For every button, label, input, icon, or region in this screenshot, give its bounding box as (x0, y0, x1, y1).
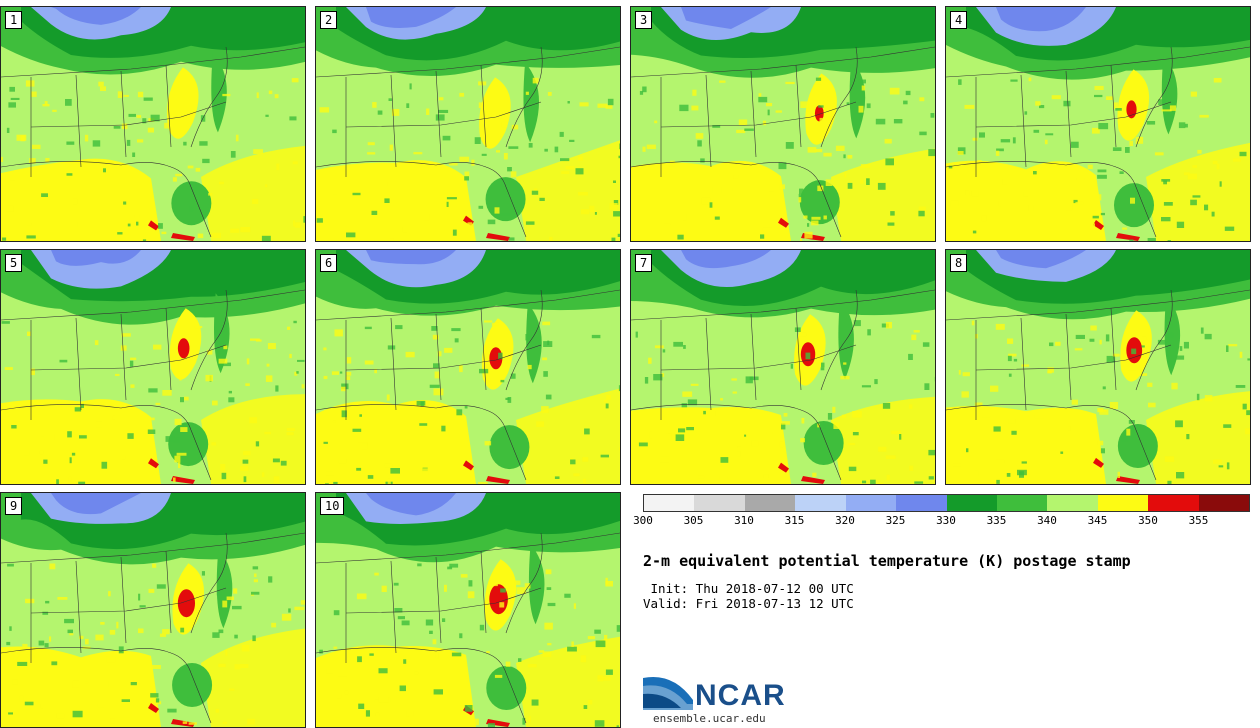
panel-label: 5 (5, 254, 23, 272)
map-panel-9: 9 (0, 492, 306, 728)
figure-title: 2-m equivalent potential temperature (K)… (643, 552, 1131, 570)
colorbar-tick-label: 345 (1087, 514, 1108, 527)
colorbar-tick-label: 355 (1188, 514, 1209, 527)
panel-label: 3 (635, 11, 653, 29)
colorbar-tick-label: 310 (734, 514, 754, 527)
colorbar-tick-label: 350 (1138, 514, 1158, 527)
colorbar-tick-label: 315 (784, 514, 805, 527)
map-panel-6: 6 (315, 249, 621, 485)
colorbar-segment (845, 495, 897, 511)
panel-label: 1 (5, 11, 23, 29)
panel-label: 8 (950, 254, 968, 272)
colorbar (643, 494, 1250, 512)
panel-label: 7 (635, 254, 653, 272)
colorbar-segment (996, 495, 1048, 511)
colorbar-ticks: 300 305 310 315 320 325 330 335 340 345 350 355 (633, 514, 1249, 530)
map-panel-3: 3 (630, 6, 936, 242)
panel-label: 4 (950, 11, 968, 29)
map-panel-10: 10 (315, 492, 621, 728)
colorbar-tick-label: 320 (835, 514, 855, 527)
colorbar-segment (1148, 495, 1199, 511)
map-panel-2: 2 (315, 6, 621, 242)
colorbar-tick-label: 305 (683, 514, 704, 527)
colorbar-segment (1198, 495, 1250, 511)
map-panel-8: 8 (945, 249, 1251, 485)
panel-label: 6 (320, 254, 338, 272)
colorbar-tick-label: 300 (633, 514, 653, 527)
map-panel-4: 4 (945, 6, 1251, 242)
map-panel-5: 5 (0, 249, 306, 485)
map-panel-7: 7 (630, 249, 936, 485)
colorbar-segment (744, 495, 796, 511)
colorbar-segment (1097, 495, 1149, 511)
colorbar-segment (795, 495, 846, 511)
panel-label: 9 (5, 497, 23, 515)
logo-wordmark: NCAR (695, 679, 786, 712)
colorbar-tick-label: 330 (936, 514, 956, 527)
colorbar-segment (896, 495, 947, 511)
colorbar-segment (644, 495, 695, 511)
colorbar-tick-label: 325 (885, 514, 906, 527)
valid-time: Valid: Fri 2018-07-13 12 UTC (643, 596, 854, 611)
map-panel-1: 1 (0, 6, 306, 242)
colorbar-segment (1047, 495, 1098, 511)
panel-label: 10 (320, 497, 345, 515)
colorbar-segment (946, 495, 997, 511)
colorbar-tick-label: 340 (1037, 514, 1057, 527)
init-time: Init: Thu 2018-07-12 00 UTC (643, 581, 854, 596)
colorbar-tick-label: 335 (986, 514, 1007, 527)
site-url: ensemble.ucar.edu (653, 712, 766, 725)
colorbar-segment (694, 495, 745, 511)
ncar-logo-icon (643, 676, 693, 710)
panel-label: 2 (320, 11, 338, 29)
